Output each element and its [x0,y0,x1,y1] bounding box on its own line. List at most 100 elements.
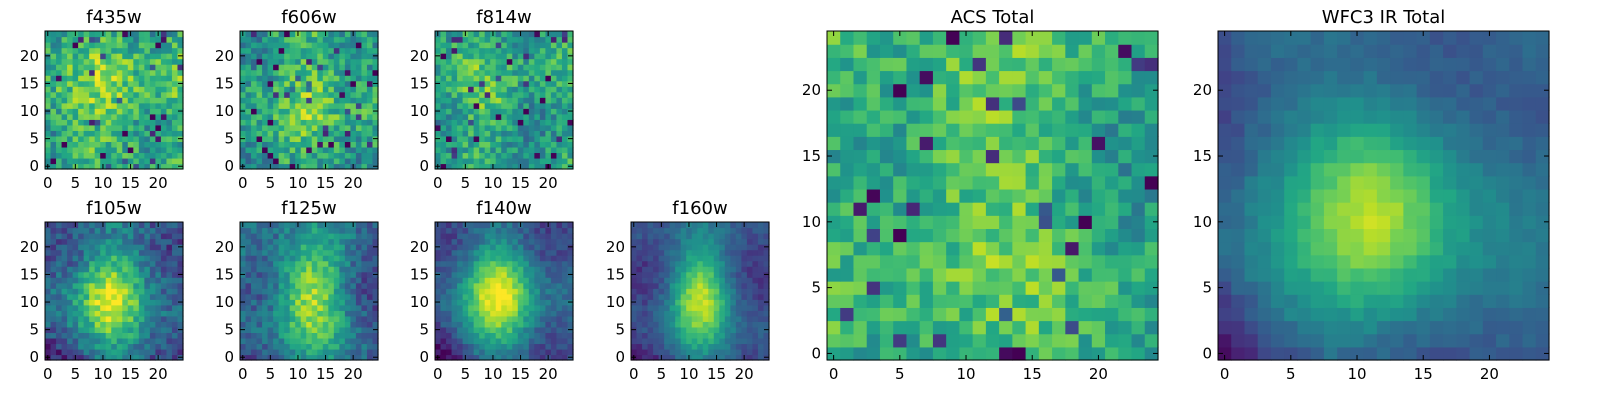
heatmap-cell [866,188,881,203]
heatmap-cell [160,124,168,131]
heatmap-cell [177,97,184,104]
heatmap-cell [550,102,558,109]
heatmap-cell [506,266,513,273]
heatmap-cell [479,163,486,170]
heatmap-cell [177,288,184,295]
heatmap-cell [468,326,475,333]
heatmap-cell [322,86,329,93]
heatmap-cell [675,227,682,234]
heatmap-cell [311,233,318,240]
heatmap-cell [440,157,447,165]
heatmap-cell [435,249,442,256]
heatmap-cell [116,69,123,76]
heatmap-cell [457,135,464,142]
heatmap-cell [267,135,274,142]
heatmap-cell [339,304,346,311]
heatmap-cell [78,146,85,154]
heatmap-cell [506,97,513,104]
heatmap-cell [127,75,134,82]
x-tick-label: 10 [483,174,502,192]
heatmap-cell [724,255,731,262]
heatmap-cell [534,277,541,284]
heatmap-cell [311,304,318,311]
heatmap-cell [675,337,682,345]
heatmap-cell [45,288,52,295]
heatmap-cell [89,113,96,120]
heatmap-cell [523,299,530,306]
heatmap-cell [278,310,285,317]
heatmap-cell [567,119,574,126]
heatmap-cell [50,244,57,251]
heatmap-cell [523,343,530,350]
heatmap-cell [133,326,140,333]
heatmap-cell [501,227,508,234]
heatmap-cell [284,91,291,98]
heatmap-cell [446,299,453,306]
heatmap-cell [523,348,530,356]
heatmap-cell [311,326,318,333]
heatmap-cell [495,119,502,126]
heatmap-cell [919,228,934,243]
heatmap-cell [999,254,1013,269]
heatmap-cell [83,47,90,54]
heatmap-cell [451,310,458,317]
heatmap-cell [350,249,357,256]
heatmap-cell [501,238,508,245]
heatmap-cell [94,75,101,82]
heatmap-cell [72,42,79,49]
heatmap-cell [45,249,52,256]
heatmap-cell [708,343,715,350]
heatmap-cell [177,36,184,43]
heatmap-cell [116,321,123,328]
heatmap-cell [985,241,1000,256]
heatmap-cell [372,124,379,131]
heatmap-cell [451,337,458,345]
heatmap-cell [350,157,357,165]
heatmap-cell [111,124,118,131]
x-tick-label: 5 [71,365,81,383]
heatmap-cell [567,124,574,131]
heatmap-cell [642,249,649,256]
heatmap-cell [149,266,156,273]
heatmap-cell [361,255,368,262]
heatmap-cell [83,337,90,345]
heatmap-cell [372,348,379,356]
heatmap-cell [866,294,881,308]
heatmap-cell [1012,254,1027,269]
heatmap-cell [680,348,687,356]
heatmap-cell [686,293,693,300]
heatmap-cell [166,244,173,251]
heatmap-cell [440,255,447,262]
heatmap-cell [495,31,502,38]
heatmap-cell [284,321,291,328]
heatmap-cell [647,266,654,273]
heatmap-cell [647,277,654,284]
heatmap-cell [328,337,335,345]
heatmap-cell [702,304,709,311]
heatmap-cell [155,97,162,104]
heatmap-cell [138,124,145,131]
heatmap-cell [735,277,742,284]
heatmap-cell [127,321,134,328]
heatmap-cell [501,75,508,82]
heatmap-cell [144,152,151,159]
heatmap-cell [746,326,754,333]
heatmap-cell [262,135,269,142]
heatmap-cell [550,108,558,115]
heatmap-cell [746,288,754,295]
heatmap-cell [653,222,660,229]
heatmap-cell [490,42,497,49]
heatmap-cell [300,141,307,148]
heatmap-cell [730,354,737,361]
heatmap-cell [1012,162,1027,177]
heatmap-cell [1038,241,1053,256]
heatmap-cell [741,321,748,328]
heatmap-cell [495,326,502,333]
heatmap-cell [446,249,453,256]
heatmap-cell [306,119,313,126]
heatmap-cell [468,332,475,339]
heatmap-cell [528,277,535,284]
heatmap-cell [1065,267,1080,282]
heatmap-cell [333,332,340,339]
heatmap-cell [83,354,90,361]
